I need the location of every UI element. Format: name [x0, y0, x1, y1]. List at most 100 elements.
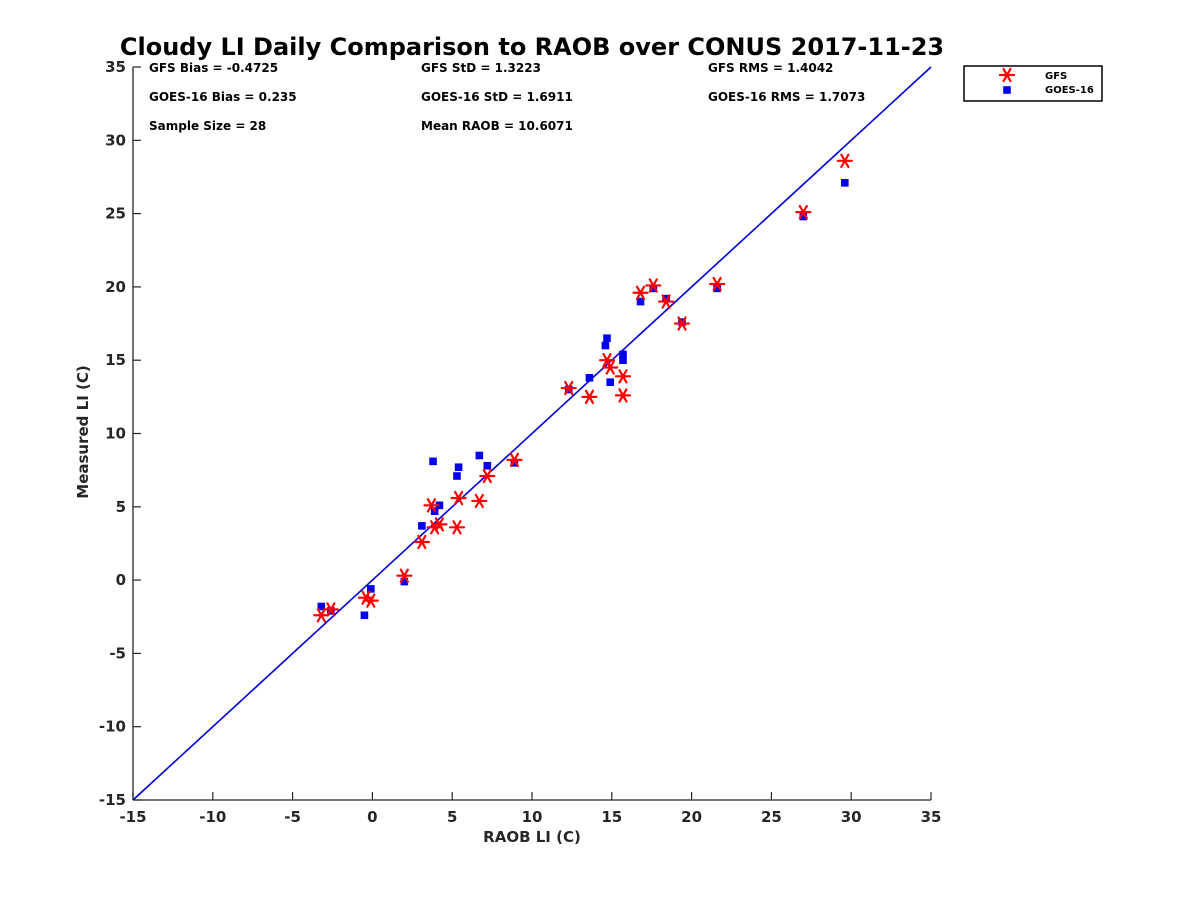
goes16-point [662, 294, 670, 303]
x-tick-label: -15 [119, 808, 146, 826]
goes16-point [713, 284, 721, 293]
gfs-point [645, 278, 662, 293]
asterisk-stroke [417, 534, 427, 550]
asterisk-stroke [430, 520, 440, 535]
gfs-point [479, 468, 496, 484]
goes16-point [360, 611, 369, 620]
gfs-point [396, 568, 413, 583]
gfs-point [709, 276, 726, 292]
asterisk-stroke [1002, 67, 1012, 83]
goes16-point [606, 378, 615, 386]
y-tick-label: 10 [105, 425, 126, 443]
stat-text: GOES-16 StD = 1.6911 [421, 90, 573, 104]
gfs-point [657, 294, 675, 309]
asterisk-stroke [434, 517, 445, 532]
x-tick-label: 0 [367, 808, 377, 826]
legend-gfs-marker [998, 67, 1016, 83]
asterisk-stroke [635, 285, 646, 300]
legend-box [963, 65, 1103, 102]
gfs-point [632, 285, 649, 300]
gfs-point [426, 520, 443, 535]
goes16-point [841, 179, 849, 187]
legend: GFS GOES-16 [963, 65, 1103, 102]
stat-text: GOES-16 RMS = 1.7073 [708, 90, 865, 104]
legend-goes16-label: GOES-16 [1045, 85, 1094, 96]
goes16-point [367, 585, 375, 593]
stats-panel: GFS Bias = -0.4725 GFS StD = 1.3223 GFS RM… [149, 61, 865, 133]
gfs-point [431, 517, 448, 532]
asterisk-stroke [618, 369, 628, 384]
x-tick-label: 30 [841, 808, 862, 826]
gfs-point [614, 369, 632, 384]
goes16-point [475, 451, 484, 460]
asterisk-stroke [326, 602, 336, 617]
x-tick-label: 35 [921, 808, 942, 826]
x-tick-label: 15 [601, 808, 622, 826]
asterisk-stroke [366, 593, 376, 608]
asterisk-stroke [712, 276, 722, 292]
asterisk-stroke [399, 568, 409, 583]
gfs-point [602, 360, 619, 375]
y-tick-label: -5 [109, 644, 126, 662]
goes16-point [649, 284, 658, 293]
y-tick-label: 20 [105, 278, 126, 296]
asterisk-stroke [361, 590, 371, 605]
x-tick-label: -5 [284, 808, 301, 826]
data-layer [313, 153, 853, 623]
x-axis-label: RAOB LI (C) [483, 828, 581, 846]
gfs-point [560, 380, 577, 396]
plot-area [132, 66, 932, 801]
stat-text: Mean RAOB = 10.6071 [421, 119, 573, 133]
asterisk-stroke [584, 389, 595, 405]
gfs-point [450, 490, 467, 506]
goes16-point [510, 459, 519, 467]
asterisk-stroke [648, 278, 658, 293]
identity-line [132, 66, 932, 801]
y-tick-label: -15 [99, 791, 126, 809]
gfs-point [506, 452, 523, 468]
gfs-point [322, 602, 340, 617]
asterisk-stroke [840, 153, 850, 168]
asterisk-stroke [509, 452, 520, 468]
asterisk-stroke [798, 204, 808, 220]
goes16-point [619, 356, 627, 364]
gfs-point [362, 593, 379, 608]
stat-text: Sample Size = 28 [149, 119, 266, 133]
goes16-point [454, 463, 463, 472]
x-tick-label: 5 [447, 808, 457, 826]
goes16-point [585, 373, 594, 382]
y-tick-label: -10 [99, 718, 126, 736]
asterisk-stroke [316, 608, 326, 623]
gfs-point [836, 153, 853, 168]
goes16-point [429, 457, 437, 466]
asterisk-stroke [426, 498, 437, 513]
goes16-point [636, 297, 645, 306]
goes16-point [619, 350, 627, 359]
goes16-point [418, 522, 426, 530]
gfs-point [471, 493, 488, 509]
y-tick-label: 5 [116, 498, 126, 516]
y-tick-label: 35 [105, 58, 126, 76]
goes16-point [799, 212, 808, 221]
asterisk-stroke [453, 490, 464, 506]
asterisk-stroke [482, 468, 492, 484]
asterisk-stroke [452, 520, 462, 535]
gfs-point [357, 590, 375, 605]
goes16-point [400, 577, 409, 586]
y-axis-label: Measured LI (C) [74, 365, 92, 498]
stat-text: GFS StD = 1.3223 [421, 61, 541, 75]
gfs-point [448, 520, 466, 535]
legend-goes16-marker [1003, 86, 1011, 94]
goes16-point [603, 334, 611, 343]
chart-title: Cloudy LI Daily Comparison to RAOB over … [120, 33, 944, 61]
stat-text: GOES-16 Bias = 0.235 [149, 90, 297, 104]
y-tick-label: 30 [105, 131, 126, 149]
x-tick-label: 10 [522, 808, 543, 826]
y-tick-label: 15 [105, 351, 126, 369]
gfs-point [614, 388, 632, 403]
legend-goes16-square [1003, 86, 1011, 94]
goes16-point [601, 341, 610, 350]
gfs-point [423, 498, 440, 513]
y-tick-label: 0 [116, 571, 126, 589]
